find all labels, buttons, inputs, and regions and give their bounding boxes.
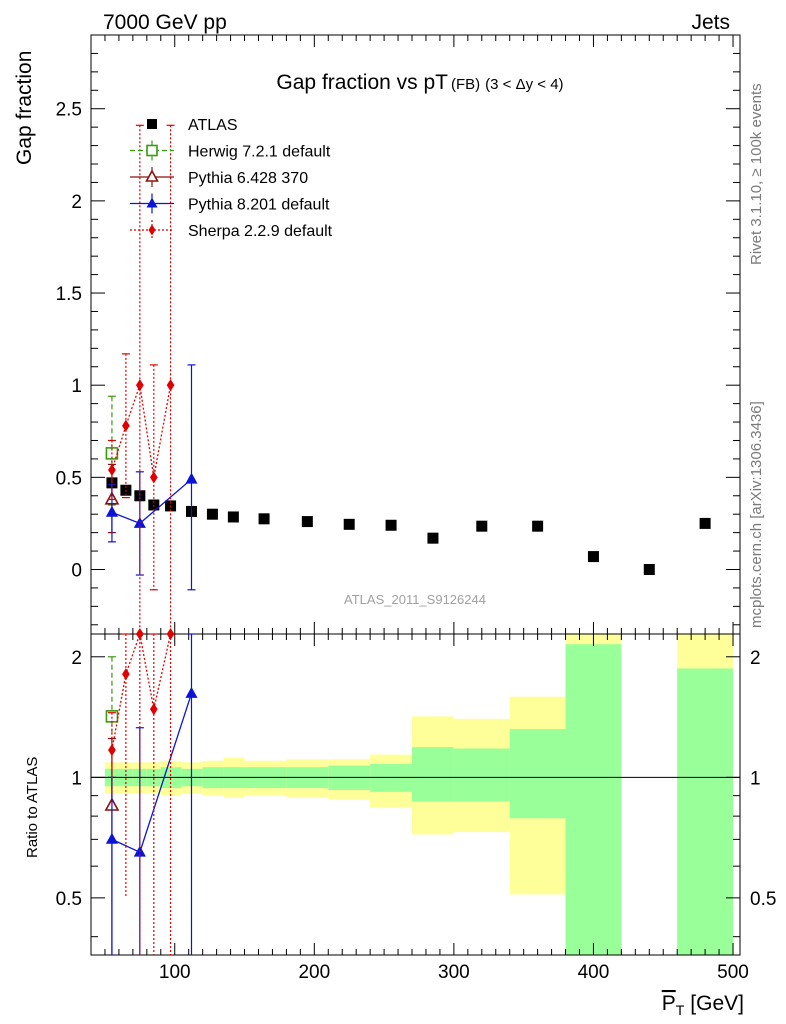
x-axis-label-sub: T bbox=[676, 1002, 685, 1018]
mcplots-label: mcplots.cern.ch [arXiv:1306.3436] bbox=[748, 401, 765, 628]
legend-label: Pythia 6.428 370 bbox=[188, 170, 308, 187]
data-point bbox=[135, 379, 144, 392]
y-tick-label: 0 bbox=[71, 560, 82, 581]
x-axis-label-unit: [GeV] bbox=[690, 992, 744, 1015]
header-process: 7000 GeV pp bbox=[103, 11, 227, 34]
data-point bbox=[699, 517, 711, 529]
plot-title-main: Gap fraction vs pT bbox=[276, 71, 448, 94]
data-point-ratio bbox=[122, 668, 130, 681]
plot-title: Gap fraction vs pT (FB) (3 < Δy < 4) bbox=[276, 71, 563, 94]
legend-marker bbox=[146, 144, 158, 157]
x-tick-label: 300 bbox=[438, 962, 470, 983]
x-tick-label: 400 bbox=[578, 962, 610, 983]
legend-marker bbox=[147, 119, 157, 129]
legend: ATLAS Herwig 7.2.1 default Pythia 6.428 37… bbox=[130, 117, 333, 240]
ratio-y-tick-label-right: 2 bbox=[750, 648, 761, 669]
data-point bbox=[587, 551, 599, 563]
series-line-ratio bbox=[111, 631, 172, 751]
data-point bbox=[427, 532, 439, 544]
x-tick-label: 200 bbox=[298, 962, 330, 983]
ratio-y-axis-label: Ratio to ATLAS bbox=[24, 757, 41, 858]
data-point bbox=[122, 419, 130, 432]
data-point bbox=[206, 508, 218, 520]
ratio-y-tick-label-right: 1 bbox=[750, 768, 761, 789]
legend-label: Sherpa 2.2.9 default bbox=[188, 223, 333, 240]
header-observable: Jets bbox=[691, 11, 730, 34]
data-point bbox=[149, 471, 158, 484]
data-point bbox=[227, 511, 239, 523]
series-line-main bbox=[111, 384, 172, 478]
ratio-band-green-12 bbox=[412, 747, 454, 802]
plot-title-sub: (FB) bbox=[451, 76, 480, 93]
y-tick-label: 2.5 bbox=[56, 100, 82, 121]
data-point-ratio bbox=[108, 743, 116, 757]
rivet-version-label: Rivet 3.1.10, ≥ 100k events bbox=[748, 83, 765, 265]
data-point bbox=[258, 513, 270, 525]
data-point-ratio bbox=[135, 627, 144, 641]
data-point bbox=[385, 519, 397, 531]
data-point bbox=[166, 379, 175, 392]
series-0 bbox=[106, 477, 711, 575]
ratio-band-green-15 bbox=[565, 644, 622, 955]
main-plot-frame: 0 0.5 1 1.5 2 2.5 bbox=[56, 34, 741, 635]
data-point bbox=[343, 518, 355, 530]
x-tick-label: 100 bbox=[159, 962, 191, 983]
ratio-frame-border bbox=[90, 633, 741, 956]
legend-marker bbox=[148, 224, 156, 236]
data-point bbox=[476, 520, 488, 532]
ratio-y-tick-label-left: 2 bbox=[71, 648, 82, 669]
data-point bbox=[108, 463, 116, 477]
ratio-y-tick-label-right: 0.5 bbox=[750, 889, 776, 910]
data-point bbox=[185, 472, 198, 484]
legend-marker bbox=[145, 169, 159, 182]
data-point bbox=[643, 563, 655, 575]
data-point-ratio bbox=[105, 832, 118, 844]
y-tick-label: 1 bbox=[71, 376, 82, 397]
watermark-analysis-id: ATLAS_2011_S9126244 bbox=[344, 592, 486, 607]
data-point-ratio bbox=[185, 686, 198, 698]
legend-label: Herwig 7.2.1 default bbox=[188, 144, 331, 161]
x-tick-label: 500 bbox=[717, 962, 749, 983]
legend-label: Pythia 8.201 default bbox=[188, 197, 330, 214]
y-tick-label: 0.5 bbox=[56, 468, 82, 489]
data-point bbox=[301, 516, 313, 528]
ratio-band-green-13 bbox=[453, 748, 510, 802]
ratio-band-green-16 bbox=[677, 668, 734, 955]
ratio-band-green-11 bbox=[370, 763, 413, 792]
data-point bbox=[532, 520, 544, 532]
data-point bbox=[105, 505, 118, 517]
plot-title-range: (3 < Δy < 4) bbox=[485, 76, 563, 93]
legend-label: ATLAS bbox=[188, 117, 238, 134]
ratio-y-tick-label-left: 1 bbox=[71, 768, 82, 789]
x-axis-label-p: P bbox=[662, 992, 676, 1015]
data-point-ratio bbox=[149, 703, 158, 716]
legend-marker bbox=[146, 197, 158, 208]
y-tick-label: 1.5 bbox=[56, 284, 82, 305]
ratio-plot-frame: 100 200 300 400 500 0.5 0.5 1 1 2 2 bbox=[56, 633, 776, 983]
x-axis-label: PT [GeV] bbox=[662, 992, 744, 1018]
ratio-band-green-14 bbox=[509, 729, 566, 819]
ratio-y-tick-label-left: 0.5 bbox=[56, 889, 82, 910]
data-point-ratio bbox=[166, 627, 175, 641]
y-tick-label: 2 bbox=[71, 192, 82, 213]
series-4 bbox=[107, 124, 175, 955]
y-axis-label: Gap fraction bbox=[13, 51, 36, 165]
series-3 bbox=[105, 364, 198, 955]
ratio-uncertainty-bands bbox=[104, 634, 734, 955]
series-layer bbox=[104, 124, 711, 955]
